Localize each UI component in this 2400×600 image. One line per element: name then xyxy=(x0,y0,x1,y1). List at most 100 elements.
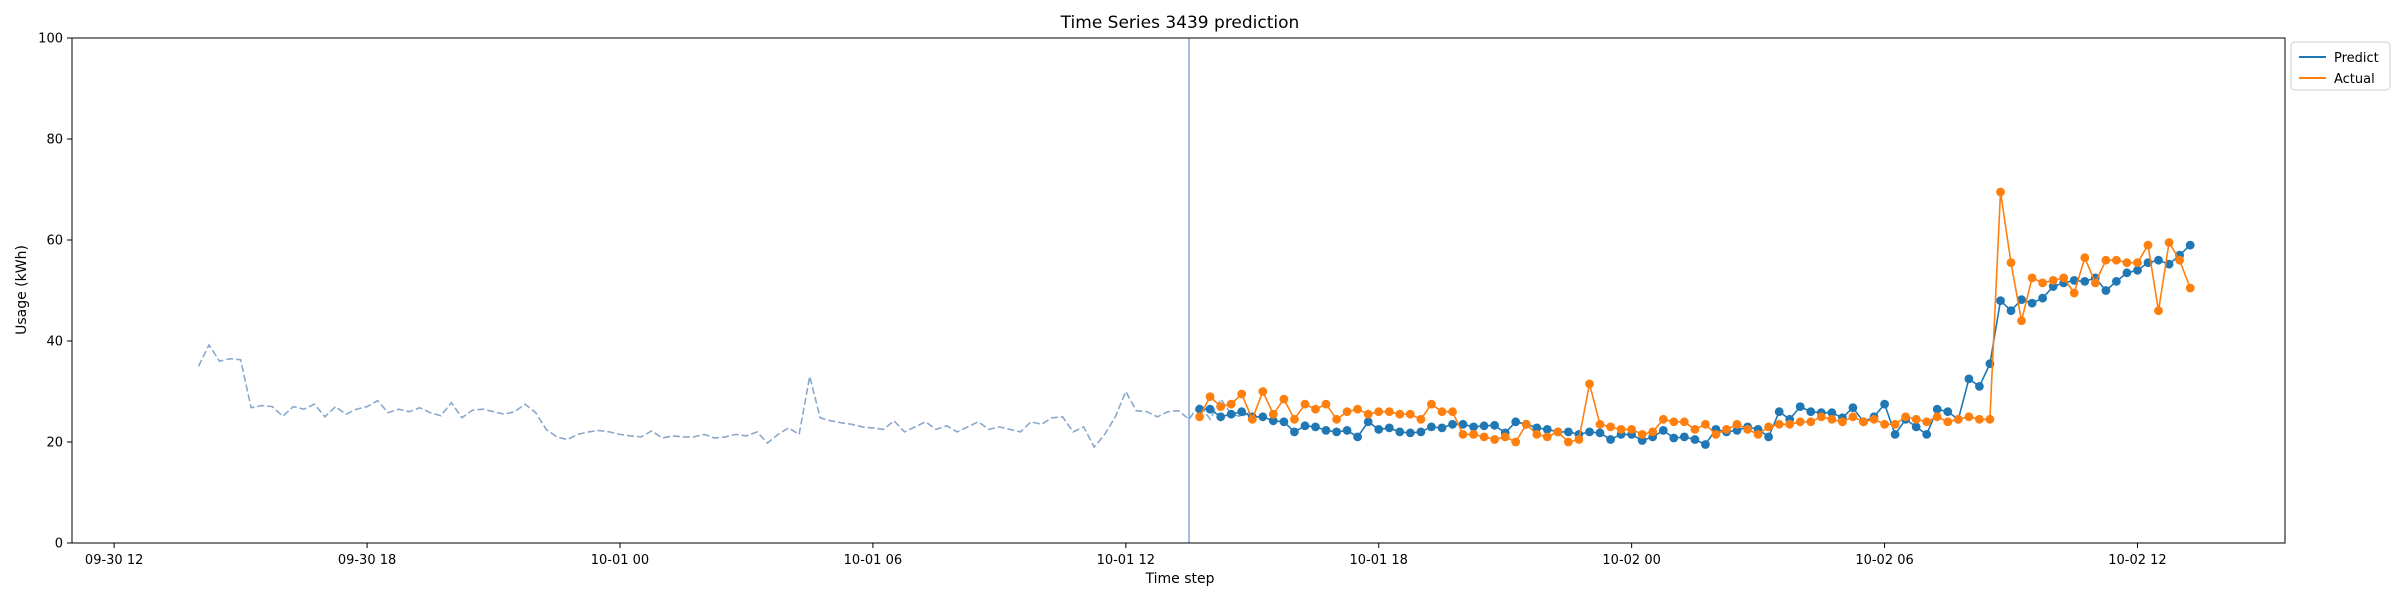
actual-point xyxy=(1427,399,1436,409)
predict-point xyxy=(1321,426,1331,435)
actual-point xyxy=(1521,419,1531,429)
actual-point xyxy=(1669,417,1679,427)
actual-line xyxy=(1198,191,2191,444)
predict-point xyxy=(1416,427,1426,437)
actual-point xyxy=(1890,419,1900,429)
predict-point xyxy=(1342,426,1352,435)
chart-title: Time Series 3439 prediction xyxy=(1060,13,1300,33)
x-tick-label: 10-01 00 xyxy=(591,553,649,568)
predict-point xyxy=(2069,276,2079,285)
predict-point xyxy=(2112,277,2121,286)
actual-point xyxy=(1932,412,1942,422)
actual-point xyxy=(1627,425,1636,434)
predict-point xyxy=(1764,432,1773,442)
legend-predict-label: Predict xyxy=(2334,51,2379,66)
actual-point xyxy=(1743,425,1752,434)
predict-point xyxy=(2006,306,2016,316)
actual-point xyxy=(1637,430,1647,439)
actual-point xyxy=(1764,422,1773,432)
x-tick-label: 09-30 12 xyxy=(85,553,143,568)
predict-point xyxy=(1427,422,1436,432)
actual-point xyxy=(1300,399,1310,409)
y-tick-label: 80 xyxy=(46,133,63,148)
actual-point xyxy=(1479,432,1489,442)
y-tick-label: 60 xyxy=(46,234,63,249)
actual-point xyxy=(1290,414,1299,424)
y-tick-label: 100 xyxy=(38,32,63,47)
actual-point xyxy=(1532,430,1542,439)
predict-point xyxy=(1469,422,1478,432)
predict-point xyxy=(2101,286,2111,295)
actual-point xyxy=(2069,288,2079,298)
predict-point xyxy=(1658,426,1668,435)
actual-point xyxy=(1332,414,1341,424)
y-tick-label: 0 xyxy=(55,537,63,552)
actual-point xyxy=(1922,417,1932,427)
actual-point xyxy=(1216,402,1226,411)
actual-point xyxy=(1374,407,1384,417)
actual-point xyxy=(2090,278,2100,288)
predict-point xyxy=(1216,412,1226,422)
predict-point xyxy=(1311,422,1320,432)
actual-point xyxy=(2006,258,2016,268)
actual-point xyxy=(1701,419,1710,429)
actual-point xyxy=(1321,399,1331,409)
actual-point xyxy=(1205,392,1215,401)
actual-point xyxy=(1469,430,1478,439)
actual-point xyxy=(2080,253,2090,263)
actual-point xyxy=(1648,427,1658,437)
actual-point xyxy=(1405,409,1415,419)
actual-point xyxy=(1458,430,1468,439)
actual-point xyxy=(1785,419,1795,429)
actual-point xyxy=(1679,417,1689,427)
actual-point xyxy=(1247,414,1257,424)
predict-point xyxy=(1405,428,1415,438)
predict-point xyxy=(1996,296,2005,305)
actual-point xyxy=(2143,240,2153,250)
x-tick-label: 10-02 06 xyxy=(1855,553,1913,568)
predict-point xyxy=(1690,435,1700,444)
actual-point xyxy=(2185,283,2195,293)
predict-point xyxy=(1268,416,1278,426)
actual-point xyxy=(1711,430,1721,439)
predict-point xyxy=(2164,259,2174,269)
predict-point xyxy=(2027,298,2037,308)
predict-point xyxy=(1669,433,1679,443)
actual-point xyxy=(1353,404,1362,414)
predict-point xyxy=(2038,293,2047,303)
predict-point xyxy=(1564,427,1573,437)
actual-point xyxy=(1363,409,1373,419)
actual-point xyxy=(2154,306,2163,316)
predict-point xyxy=(1437,423,1447,433)
actual-point xyxy=(2059,273,2069,283)
x-tick-label: 09-30 18 xyxy=(338,553,396,568)
actual-point xyxy=(1985,414,1995,424)
actual-point xyxy=(1564,437,1573,447)
x-tick-label: 10-01 12 xyxy=(1097,553,1155,568)
history-line xyxy=(197,343,1253,449)
actual-point xyxy=(1553,427,1563,437)
actual-point xyxy=(2048,276,2058,285)
predict-point xyxy=(1827,408,1837,418)
predict-point xyxy=(1585,427,1594,437)
actual-point xyxy=(1616,425,1626,434)
predict-point xyxy=(1637,436,1647,445)
actual-point xyxy=(2112,255,2121,265)
predict-point xyxy=(1806,407,1816,417)
actual-point xyxy=(1658,414,1668,424)
predict-point xyxy=(1290,427,1299,437)
actual-point xyxy=(1237,389,1247,399)
predict-point xyxy=(1911,422,1921,432)
actual-point xyxy=(2101,255,2111,265)
legend-actual-label: Actual xyxy=(2334,72,2375,87)
actual-point xyxy=(2175,255,2185,265)
predict-point xyxy=(1363,417,1373,427)
plot-area xyxy=(197,38,2195,543)
predict-point xyxy=(1943,407,1953,417)
actual-point xyxy=(1195,412,1204,422)
actual-point xyxy=(2164,238,2174,247)
actual-point xyxy=(1690,425,1700,434)
actual-point xyxy=(1953,414,1963,424)
axes: 0 20 40 60 80 100 09-30 12 09-30 18 10-01 00 10-0… xyxy=(38,32,2167,569)
predict-point xyxy=(1279,417,1289,427)
